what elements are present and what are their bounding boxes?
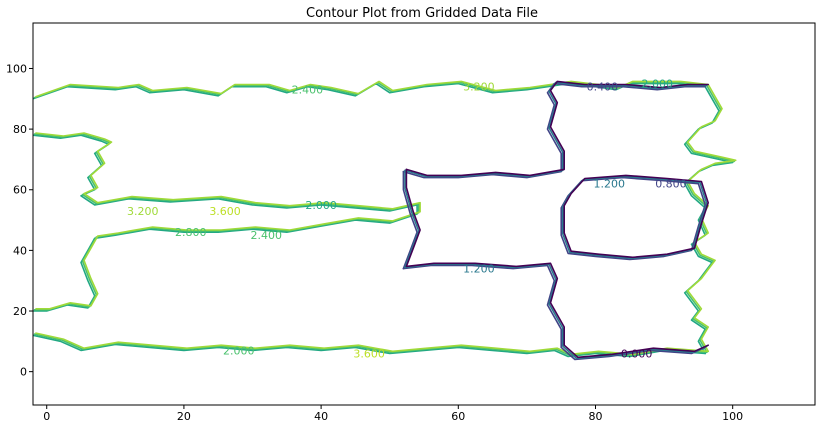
contour-line-left-upper-band-level_2_0 xyxy=(33,82,734,355)
y-tick-label: 60 xyxy=(13,184,27,197)
contour-line-center-low-region-level_0_4 xyxy=(402,82,706,179)
contour-label: 3.200 xyxy=(127,205,159,218)
axes-frame xyxy=(32,22,816,406)
chart-title: Contour Plot from Gridded Data File xyxy=(306,6,538,21)
contour-label: 3.600 xyxy=(353,347,385,360)
y-tick-label: 0 xyxy=(20,366,27,379)
contour-line-center-middle-region-level_1_2 xyxy=(404,169,420,269)
contour-line-center-lower-loop-level_0 xyxy=(405,262,709,359)
y-tick-label: 40 xyxy=(13,244,27,257)
contour-line-left-upper-band-level_3_2 xyxy=(35,80,737,353)
x-tick-label: 60 xyxy=(451,410,465,423)
x-tick-label: 20 xyxy=(177,410,191,423)
contour-line-right-middle-loop-level_0_4 xyxy=(560,176,706,261)
x-tick-label: 40 xyxy=(314,410,328,423)
contour-label: 2.000 xyxy=(223,344,255,357)
contour-line-left-lower-loop-level_3_2 xyxy=(35,132,421,310)
contour-line-left-upper-band-level_2_4 xyxy=(33,81,736,354)
contour-label: 0.800 xyxy=(655,178,687,191)
contour-label: 1.200 xyxy=(463,263,495,276)
contour-line-center-middle-region-level_0_4 xyxy=(402,170,418,270)
contour-line-bottom-band-level_2_4 xyxy=(33,333,708,357)
contour-line-bottom-band-level_2_0 xyxy=(33,334,706,358)
contour-label: 1.200 xyxy=(593,178,625,191)
contour-line-center-middle-region-level_0 xyxy=(405,168,421,268)
contour-line-center-low-region-level_0 xyxy=(405,80,709,177)
contour-label: 2.800 xyxy=(175,226,207,239)
contour-label: 3.600 xyxy=(209,205,241,218)
contour-line-center-low-region-level_1_2 xyxy=(404,81,708,178)
axes: 0 20 40 60 80 100 0 20 40 60 80 100 xyxy=(6,22,816,423)
contour-label: 0.000 xyxy=(621,347,653,360)
plot-area: 2.400 3.200 0.400 2.000 1.200 0.800 3.200 3.600… xyxy=(33,78,737,361)
contour-label: 2.400 xyxy=(250,229,282,242)
x-tick-label: 0 xyxy=(43,410,50,423)
contour-label: 2.400 xyxy=(292,84,324,97)
contour-label: 2.000 xyxy=(305,199,337,212)
contour-line-center-lower-loop-level_0_4 xyxy=(402,264,706,361)
x-tick-label: 80 xyxy=(588,410,602,423)
y-tick-label: 100 xyxy=(6,62,27,75)
x-tick-label: 100 xyxy=(722,410,743,423)
contour-line-right-middle-loop-level_0 xyxy=(563,174,709,259)
y-tick-label: 80 xyxy=(13,123,27,136)
contour-label: 3.200 xyxy=(463,81,495,94)
contour-label: 2.000 xyxy=(641,78,673,91)
contour-line-right-middle-loop-level_1_2 xyxy=(562,175,708,260)
contour-label: 0.400 xyxy=(587,81,619,94)
contour-line-bottom-band-level_3_2 xyxy=(35,332,709,356)
contour-line-left-lower-loop-level_2_0 xyxy=(33,134,418,312)
contour-line-left-lower-loop-level_2_4 xyxy=(33,133,420,311)
y-tick-label: 20 xyxy=(13,305,27,318)
